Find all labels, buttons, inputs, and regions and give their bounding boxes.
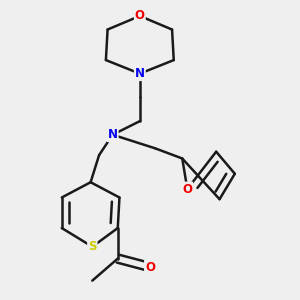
Text: N: N [108, 128, 118, 141]
Text: N: N [135, 67, 145, 80]
Text: S: S [88, 240, 97, 253]
Text: O: O [135, 10, 145, 22]
Text: O: O [182, 182, 192, 196]
Text: O: O [145, 261, 155, 274]
